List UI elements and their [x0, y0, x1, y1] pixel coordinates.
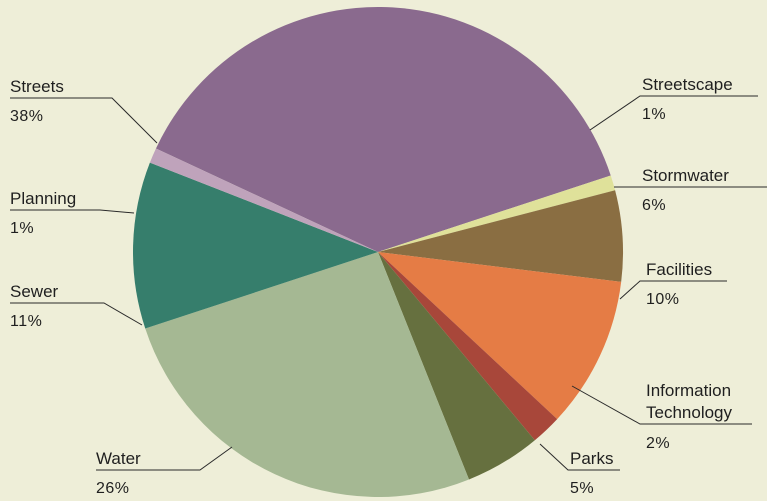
pie-slice-water [145, 252, 469, 498]
leader-line-sewer [10, 302, 143, 326]
value-planning: 1% [10, 220, 34, 237]
value-streets: 38% [10, 108, 44, 125]
leader-line-parks [539, 443, 620, 471]
leader-lines [10, 95, 767, 471]
pie-slice-information-technology [378, 252, 558, 441]
value-information-technology: 2% [646, 435, 670, 452]
pie-slice-parks [378, 252, 535, 480]
label-streets: Streets [10, 77, 64, 96]
leader-line-facilities [619, 280, 727, 300]
label-water: Water [96, 449, 141, 468]
value-sewer: 11% [10, 313, 42, 330]
label-facilities: Facilities [646, 260, 712, 279]
label-technology: Technology [646, 403, 733, 422]
label-sewer: Sewer [10, 282, 59, 301]
value-facilities: 10% [646, 291, 680, 308]
value-parks: 5% [570, 480, 594, 497]
label-information: Information [646, 381, 731, 400]
label-streetscape: Streetscape [642, 75, 733, 94]
leader-line-water [96, 446, 233, 471]
value-stormwater: 6% [642, 197, 666, 214]
label-stormwater: Stormwater [642, 166, 729, 185]
pie-slice-streets [155, 6, 611, 253]
pie-slice-streetscape [378, 175, 616, 252]
leader-line-streetscape [589, 95, 758, 131]
leader-line-streets [10, 97, 158, 144]
labels: Streets 38% Streetscape 1% Stormwater 6%… [10, 75, 733, 497]
pie-slice-stormwater [378, 190, 623, 282]
leader-line-information-technology [571, 385, 752, 425]
label-parks: Parks [570, 449, 613, 468]
pie-slices [133, 6, 623, 498]
pie-slice-planning [149, 148, 378, 252]
value-streetscape: 1% [642, 106, 666, 123]
value-water: 26% [96, 480, 130, 497]
pie-slice-sewer [133, 162, 378, 329]
leader-line-planning [10, 209, 135, 214]
label-planning: Planning [10, 189, 76, 208]
pie-slice-facilities [378, 252, 622, 420]
